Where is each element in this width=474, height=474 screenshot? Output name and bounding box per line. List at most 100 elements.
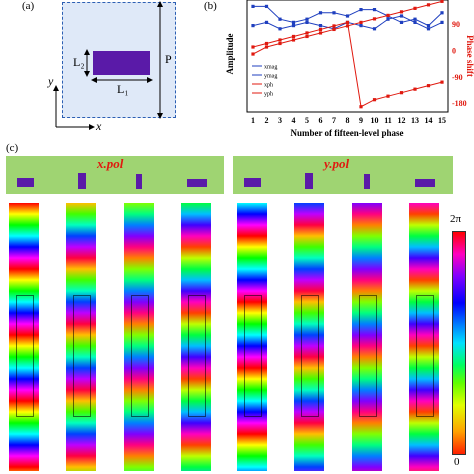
y-pol-rod-1 (244, 178, 261, 187)
series-point-xph (251, 52, 255, 56)
legend-label-xmag: xmag (264, 65, 277, 71)
series-point-xmag (264, 4, 269, 8)
series-point-xph (426, 3, 431, 7)
y-axis-label: y (48, 74, 54, 88)
series-point-ymag (251, 24, 255, 28)
series-point-xph (291, 38, 296, 42)
meta-atom-outline (188, 295, 206, 417)
field-strip (352, 203, 382, 471)
chart-series (251, 0, 444, 109)
series-point-ymag (278, 27, 282, 31)
right-axis-title: Phase shift (465, 35, 474, 77)
panel-b-label: (b) (204, 0, 217, 12)
series-point-ymag (426, 27, 431, 31)
series-point-xph (440, 0, 444, 3)
series-point-xmag (332, 11, 336, 15)
series-point-xph (278, 41, 282, 46)
x-tick-labels: 1 2 3 4 5 6 7 8 9 10 11 12 13 14 15 (251, 116, 446, 125)
x-pol-rod-2 (78, 173, 86, 189)
series-point-yph (359, 105, 363, 109)
legend-label-ymag: ymag (264, 74, 277, 80)
right-tick-label: -180 (452, 99, 467, 108)
x-tick-label: 8 (346, 116, 350, 125)
field-strip (66, 203, 96, 471)
series-point-ymag (413, 20, 417, 24)
meta-atom-outline (416, 295, 434, 417)
legend-label-xph: xph (264, 83, 273, 89)
x-pol-rod-1 (17, 178, 34, 187)
x-tick-label: 15 (438, 116, 446, 125)
field-strip (409, 203, 439, 471)
field-strip (294, 203, 324, 471)
x-tick-label: 4 (292, 116, 296, 125)
field-strip (9, 203, 39, 471)
series-point-xph (359, 20, 363, 25)
p-label: P (165, 52, 172, 66)
series-point-xph (264, 45, 269, 49)
series-point-xmag (413, 17, 417, 21)
x-tick-label: 7 (332, 116, 336, 125)
series-point-yph (251, 45, 255, 49)
series-point-yph (386, 94, 390, 98)
meta-atom-outline (359, 295, 377, 417)
y-pol-label: y.pol (324, 156, 350, 171)
series-point-yph (332, 24, 336, 28)
x-tick-label: 2 (265, 116, 269, 125)
y-pol-rod-3 (364, 174, 370, 189)
series-point-xmag (278, 17, 282, 21)
x-axis-title: Number of fifteen-level phase (290, 128, 403, 138)
x-tick-label: 10 (371, 116, 379, 125)
series-point-xph (386, 13, 390, 17)
series-point-xmag (359, 8, 363, 12)
series-point-yph (440, 80, 444, 84)
x-tick-label: 14 (425, 116, 433, 125)
x-tick-label: 11 (384, 116, 392, 125)
x-pol-structure-bar (6, 156, 224, 194)
meta-atom-outline (16, 295, 34, 417)
field-strip (237, 203, 267, 471)
field-strip (181, 203, 211, 471)
series-point-xph (372, 17, 377, 21)
series-point-xmag (372, 8, 377, 12)
series-point-ymag (440, 20, 444, 24)
l2-label: L₂ (73, 55, 85, 69)
legend-label-yph: yph (264, 92, 273, 98)
unit-cell-dimension-svg (53, 0, 163, 130)
series-point-xmag (399, 20, 404, 24)
series-point-ymag (291, 24, 296, 28)
series-point-xph (345, 24, 350, 28)
meta-atom-outline (131, 295, 149, 417)
series-point-xmag (440, 11, 444, 15)
series-point-yph (345, 20, 350, 25)
x-axis-label: x (96, 119, 102, 133)
x-tick-label: 3 (278, 116, 282, 125)
series-point-ymag (359, 24, 363, 28)
meta-atom-outline (244, 295, 262, 417)
right-tick-label: 90 (452, 20, 460, 29)
x-tick-label: 12 (398, 116, 406, 125)
panel-a-label: (a) (22, 0, 35, 12)
series-point-xmag (318, 11, 323, 15)
meta-atom-outline (301, 295, 319, 417)
x-tick-label: 5 (305, 116, 309, 125)
nanorod-rectangle (93, 51, 150, 75)
series-point-yph (426, 84, 431, 88)
series-point-ymag (372, 27, 377, 31)
colorbar-bottom-label: 0 (454, 456, 460, 468)
y-pol-rod-2 (305, 173, 313, 189)
plot-frame (246, 0, 449, 113)
right-tick-label: -90 (452, 73, 463, 82)
series-point-ymag (305, 20, 309, 24)
x-pol-rod-3 (136, 174, 142, 189)
series-point-yph (413, 87, 417, 91)
series-point-xmag (305, 17, 309, 21)
series-point-yph (264, 41, 269, 46)
right-tick-label: 0 (452, 47, 456, 56)
y-pol-rod-4 (415, 179, 435, 187)
l1-label: L₁ (117, 82, 129, 96)
series-point-xph (399, 10, 404, 14)
x-pol-rod-4 (187, 179, 207, 187)
y-pol-structure-bar (233, 156, 453, 194)
series-point-yph (318, 27, 323, 32)
series-point-ymag (386, 17, 390, 21)
